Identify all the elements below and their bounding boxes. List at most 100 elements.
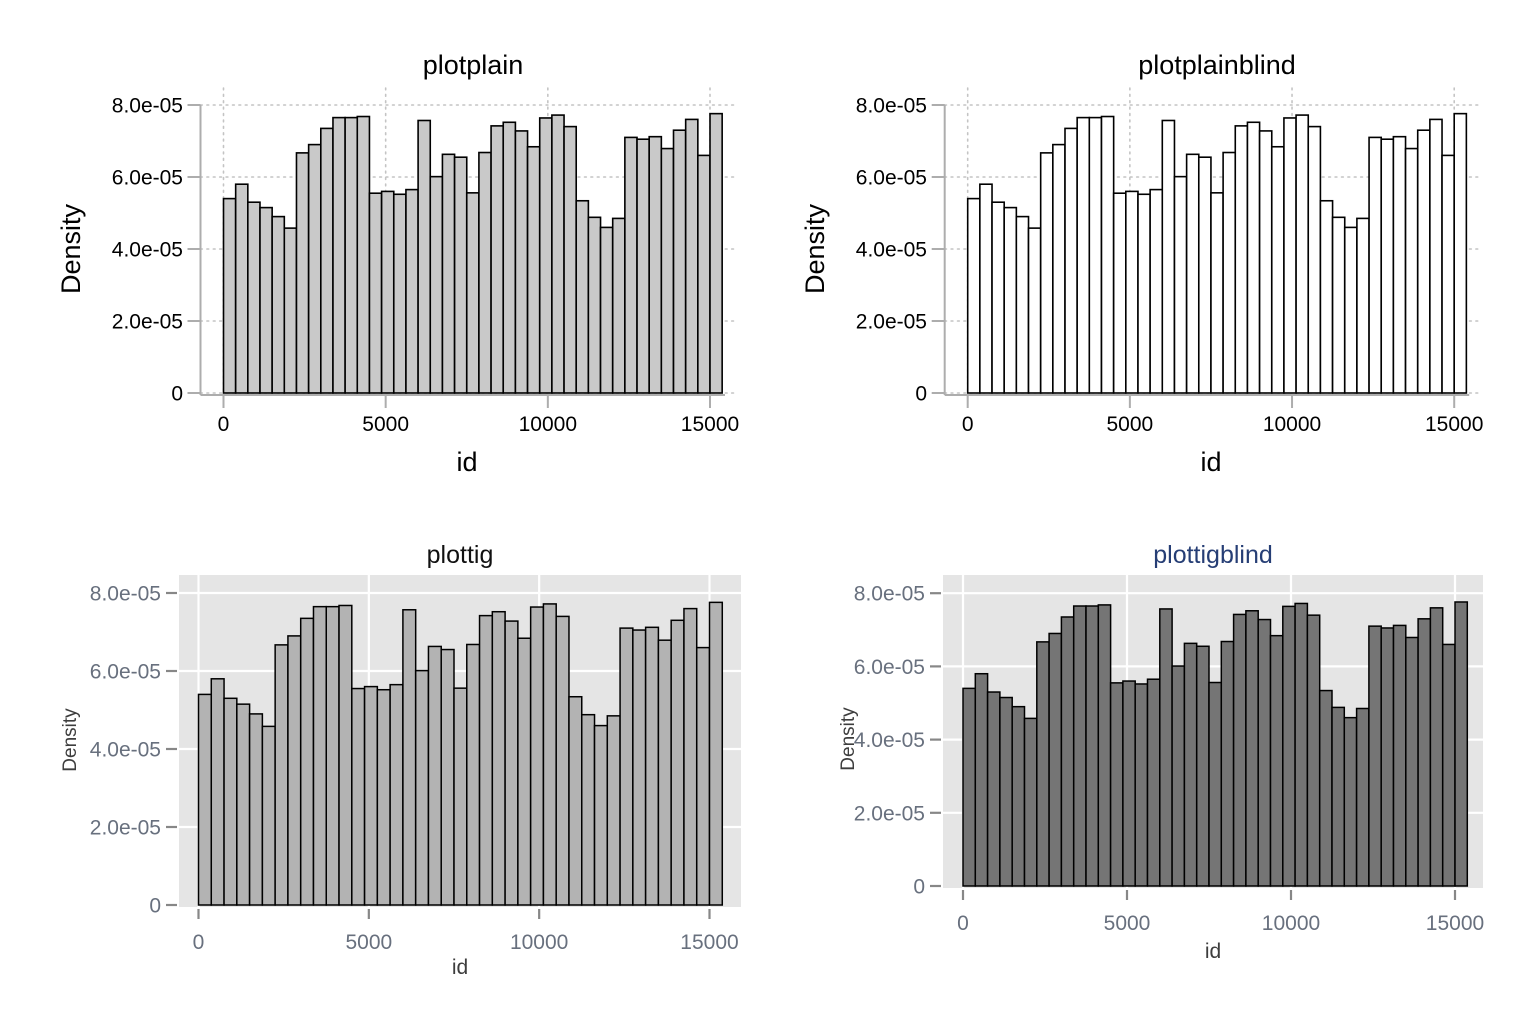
histogram-bar xyxy=(1270,145,1285,394)
histogram-bar xyxy=(1134,683,1149,887)
histogram-bar xyxy=(376,688,391,906)
histogram-bar xyxy=(1023,717,1038,887)
histogram-bar xyxy=(1441,643,1456,887)
histogram-bar xyxy=(1368,136,1383,394)
histogram-bar xyxy=(1416,129,1431,394)
histogram-bar xyxy=(236,703,251,906)
histogram-bar xyxy=(502,121,517,394)
histogram-bar xyxy=(648,135,663,394)
histogram-bar xyxy=(466,643,481,906)
histogram-bar xyxy=(568,695,583,906)
x-tick-label: 0 xyxy=(962,413,974,436)
histogram-bar xyxy=(283,227,298,394)
histogram-bar xyxy=(414,669,430,906)
histogram-bar xyxy=(247,201,261,394)
histogram-bar xyxy=(1258,130,1273,394)
y-tick-label: 6.0e-05 xyxy=(112,167,183,190)
histogram-bar xyxy=(1246,121,1261,394)
histogram-bar xyxy=(1257,618,1272,887)
histogram-bar xyxy=(606,715,621,906)
histogram-bar xyxy=(1072,605,1087,887)
y-tick-label: 6.0e-05 xyxy=(854,656,925,679)
histogram-bar xyxy=(380,190,395,394)
histogram-bar xyxy=(1159,608,1173,887)
x-tick-label: 0 xyxy=(218,413,230,436)
histogram-bar xyxy=(1307,125,1322,394)
histogram-bar xyxy=(1220,640,1235,887)
histogram-bar xyxy=(1232,613,1247,887)
histogram-bar xyxy=(271,215,286,394)
histogram-bar xyxy=(405,188,419,394)
histogram-bar xyxy=(986,691,1001,887)
y-tick-label: 4.0e-05 xyxy=(90,739,161,762)
histogram-bar xyxy=(1125,190,1139,394)
histogram-bar xyxy=(563,125,578,394)
histogram-bar xyxy=(1003,206,1018,394)
histogram-bar xyxy=(1100,115,1115,394)
histogram-bar xyxy=(1197,156,1212,394)
histogram-bar xyxy=(581,713,596,906)
histogram-bar xyxy=(1088,116,1103,394)
x-tick-label: 5000 xyxy=(1107,413,1154,436)
histogram-bar xyxy=(1076,116,1091,394)
y-axis-title: Density xyxy=(800,203,830,294)
histogram-bar xyxy=(538,117,553,394)
y-tick-label: 2.0e-05 xyxy=(112,311,183,334)
histogram-bar xyxy=(1356,217,1370,394)
y-tick-label: 0 xyxy=(149,895,161,918)
histogram-bar xyxy=(332,116,346,394)
histogram-bar xyxy=(1036,641,1050,887)
y-tick-label: 4.0e-05 xyxy=(854,729,925,752)
histogram-bar xyxy=(1392,135,1407,394)
y-tick-label: 2.0e-05 xyxy=(856,311,927,334)
y-tick-label: 8.0e-05 xyxy=(90,583,161,606)
x-tick-label: 10000 xyxy=(519,413,577,436)
x-tick-label: 0 xyxy=(193,931,205,954)
x-tick-label: 15000 xyxy=(681,413,739,436)
histogram-bar xyxy=(1295,114,1310,394)
histogram-bar xyxy=(259,206,273,394)
histogram-bar xyxy=(325,605,340,906)
histogram-bar xyxy=(368,192,383,394)
y-axis-title: Density xyxy=(56,203,86,294)
histogram-bar xyxy=(632,629,647,906)
histogram-bar xyxy=(440,648,455,906)
histogram-bar xyxy=(1318,689,1333,887)
x-tick-label: 10000 xyxy=(1263,413,1321,436)
histogram-bar xyxy=(1417,618,1432,887)
histogram-bar xyxy=(402,609,417,906)
histogram-bar xyxy=(1171,665,1186,887)
histogram-bar xyxy=(274,644,289,906)
histogram-bar xyxy=(555,615,570,906)
histogram-bar xyxy=(551,114,565,394)
histogram-bar xyxy=(683,607,698,906)
histogram-bar xyxy=(962,687,977,887)
histogram-bar xyxy=(478,614,494,906)
histogram-bar xyxy=(1060,616,1075,887)
histogram-bar xyxy=(356,115,371,394)
y-tick-label: 0 xyxy=(915,383,927,406)
x-tick-label: 15000 xyxy=(1426,912,1484,935)
y-tick-label: 6.0e-05 xyxy=(856,167,927,190)
histogram-bar xyxy=(514,130,529,394)
histogram-bar xyxy=(1109,682,1124,887)
histogram-bar xyxy=(319,127,334,394)
histogram-bar xyxy=(708,601,724,906)
x-tick-label: 10000 xyxy=(510,931,568,954)
histogram-bar xyxy=(1331,216,1346,394)
histogram-bar xyxy=(223,697,238,906)
histogram-bar xyxy=(478,151,492,394)
y-tick-label: 8.0e-05 xyxy=(854,583,925,606)
histogram-bar xyxy=(504,620,519,906)
histogram-bar xyxy=(429,175,444,394)
histogram-bar xyxy=(1097,604,1112,887)
histogram-bar xyxy=(1173,175,1188,394)
histogram-bar xyxy=(684,118,699,394)
histogram-bar xyxy=(587,216,602,394)
y-tick-label: 4.0e-05 xyxy=(856,239,927,262)
histogram-bar xyxy=(1039,152,1054,394)
x-tick-label: 15000 xyxy=(1425,413,1483,436)
histogram-bar xyxy=(1429,607,1444,887)
histogram-bar xyxy=(526,145,541,394)
